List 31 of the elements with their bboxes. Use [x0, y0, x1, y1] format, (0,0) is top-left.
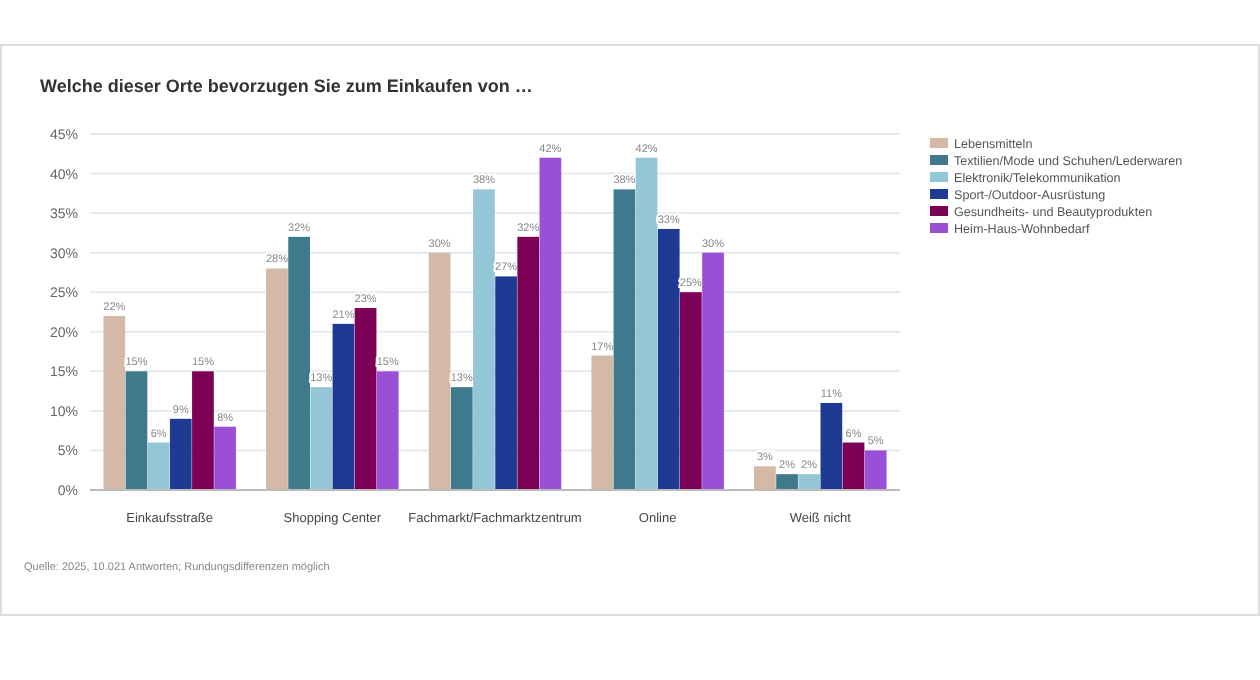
- bar: [354, 308, 377, 490]
- bar: [376, 371, 399, 490]
- bar: [539, 157, 562, 490]
- bar: [820, 402, 843, 490]
- bar: [754, 466, 776, 490]
- bar: [657, 228, 680, 490]
- bar: [332, 323, 355, 490]
- bar: [192, 371, 214, 490]
- bar: [680, 292, 702, 490]
- bar: [169, 418, 192, 490]
- bar: [517, 236, 540, 490]
- bar: [473, 189, 495, 490]
- bar: [635, 157, 658, 490]
- bar: [613, 189, 636, 490]
- bar: [147, 442, 170, 490]
- bar: [103, 315, 126, 490]
- bar: [428, 252, 451, 490]
- bar: [288, 236, 310, 490]
- bar: [495, 276, 517, 490]
- bar: [125, 371, 148, 490]
- bar: [450, 387, 473, 490]
- bar: [864, 450, 887, 490]
- bar: [214, 426, 236, 490]
- chart-title: Welche dieser Orte bevorzugen Sie zum Einkaufen von …: [40, 76, 533, 96]
- bar: [842, 442, 865, 490]
- bar: [266, 268, 288, 490]
- bar: [310, 387, 333, 490]
- bar: [702, 252, 724, 490]
- bar: [776, 474, 798, 490]
- bar: [591, 355, 614, 490]
- bar: [798, 474, 821, 490]
